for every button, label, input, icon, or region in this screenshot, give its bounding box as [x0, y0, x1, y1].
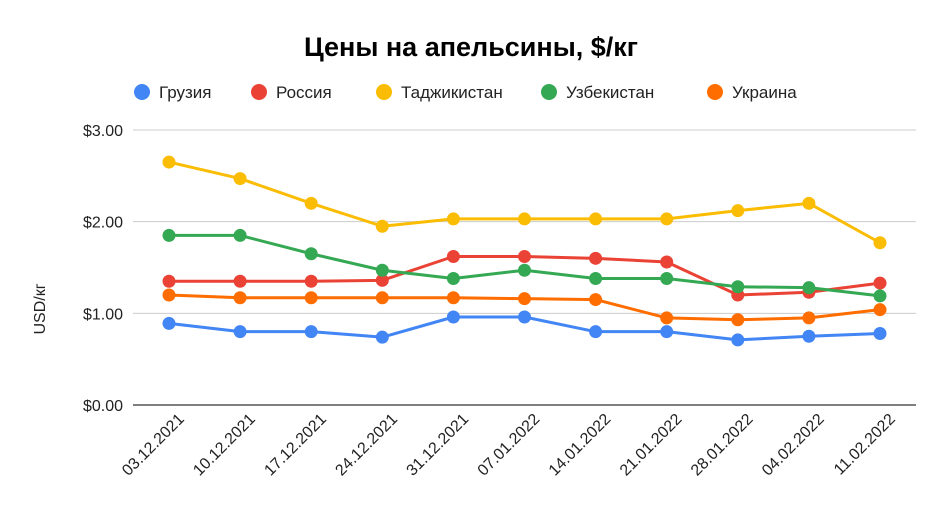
x-tick-label: 31.12.2021: [404, 411, 473, 480]
data-point: [518, 310, 531, 324]
data-point: [660, 272, 674, 285]
data-point: [589, 325, 603, 339]
data-point: [304, 196, 318, 210]
x-tick-label: 17.12.2021: [261, 411, 330, 480]
data-point: [731, 313, 745, 327]
data-point: [446, 272, 460, 285]
data-point: [802, 281, 816, 295]
data-point: [802, 311, 816, 325]
legend-label: Россия: [276, 83, 332, 102]
data-point: [446, 310, 460, 324]
series-2: [162, 250, 887, 302]
legend-swatch: [707, 84, 723, 100]
data-point: [873, 303, 887, 317]
x-tick-label: 10.12.2021: [190, 411, 259, 480]
legend-item: Узбекистан: [541, 83, 654, 102]
data-point: [802, 329, 816, 343]
data-point: [660, 311, 674, 325]
legend-swatch: [134, 84, 150, 100]
data-point: [589, 293, 603, 307]
x-tick-label: 03.12.2021: [119, 411, 188, 480]
data-point: [446, 250, 460, 263]
legend-label: Узбекистан: [566, 83, 654, 102]
legend-label: Украина: [732, 83, 797, 102]
data-point: [873, 276, 887, 290]
data-point: [731, 280, 745, 294]
y-tick-label: $1.00: [83, 306, 123, 323]
data-point: [731, 333, 745, 347]
data-point: [162, 155, 176, 169]
chart-title: Цены на апельсины, $/кг: [304, 32, 638, 62]
data-point: [446, 212, 460, 226]
data-point: [518, 292, 531, 306]
legend-item: Украина: [707, 83, 797, 102]
x-tick-label: 14.01.2022: [546, 411, 615, 480]
series-lines: [162, 155, 887, 347]
data-point: [660, 212, 674, 226]
y-axis-ticks: $0.00 $1.00 $2.00 $3.00: [83, 123, 123, 415]
data-point: [446, 291, 460, 305]
data-point: [589, 212, 603, 226]
legend-label: Грузия: [159, 83, 212, 102]
legend-item: Грузия: [134, 83, 212, 102]
series-1: [162, 310, 887, 347]
y-tick-label: $0.00: [83, 398, 123, 415]
data-point: [518, 212, 531, 226]
data-point: [304, 325, 318, 339]
series-line: [167, 160, 882, 245]
data-point: [304, 291, 318, 305]
data-point: [873, 327, 887, 340]
data-point: [518, 250, 531, 263]
legend-label: Таджикистан: [401, 83, 503, 102]
x-tick-label: 11.02.2022: [831, 411, 899, 479]
y-axis-label: USD/кг: [32, 283, 49, 334]
legend-item: Таджикистан: [376, 83, 503, 102]
legend-swatch: [251, 84, 267, 100]
data-point: [233, 228, 247, 242]
data-point: [518, 263, 531, 277]
data-point: [162, 274, 176, 288]
series-3: [162, 155, 887, 250]
legend: Грузия Россия Таджикистан Узбекистан Украина: [134, 83, 797, 102]
data-point: [162, 228, 176, 242]
y-tick-label: $2.00: [83, 215, 123, 232]
data-point: [233, 172, 247, 186]
data-point: [660, 325, 674, 339]
data-point: [873, 236, 887, 250]
data-point: [731, 204, 745, 218]
x-axis-ticks: 03.12.2021 10.12.2021 17.12.2021 24.12.2021…: [119, 411, 899, 480]
data-point: [375, 263, 389, 277]
data-point: [233, 291, 247, 305]
data-point: [233, 274, 247, 288]
data-point: [375, 330, 389, 344]
data-point: [375, 291, 389, 305]
legend-swatch: [376, 84, 392, 100]
data-point: [375, 219, 389, 233]
x-tick-label: 28.01.2022: [688, 411, 757, 480]
x-tick-label: 24.12.2021: [332, 411, 401, 480]
data-point: [304, 247, 318, 261]
series-5: [162, 288, 887, 327]
data-point: [162, 288, 176, 302]
x-tick-label: 04.02.2022: [759, 411, 828, 480]
series-4: [162, 228, 887, 303]
data-point: [873, 289, 887, 303]
data-point: [660, 255, 674, 269]
x-tick-label: 21.01.2022: [617, 411, 686, 480]
x-tick-label: 07.01.2022: [475, 411, 544, 480]
data-point: [304, 274, 318, 288]
legend-item: Россия: [251, 83, 332, 102]
legend-swatch: [541, 84, 557, 100]
data-point: [162, 316, 176, 330]
data-point: [802, 196, 816, 210]
y-tick-label: $3.00: [83, 123, 123, 140]
data-point: [589, 272, 603, 285]
data-point: [233, 325, 247, 339]
data-point: [589, 251, 603, 265]
data-point: [375, 273, 389, 287]
